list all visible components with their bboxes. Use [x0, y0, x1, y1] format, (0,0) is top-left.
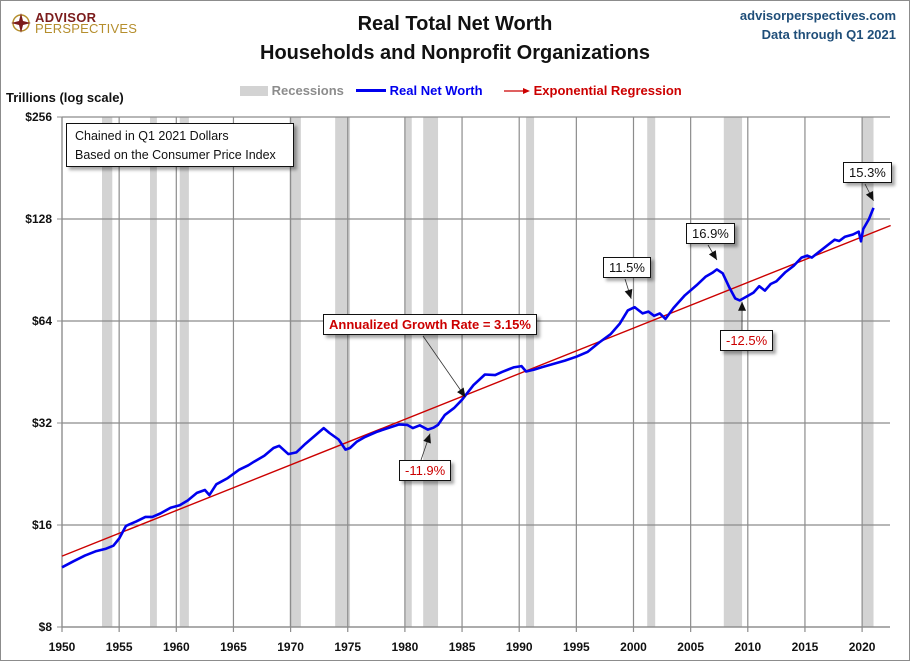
x-tick-label: 1965 — [220, 640, 247, 654]
recession-band — [404, 117, 412, 627]
annotation-leader-line — [422, 335, 466, 398]
real-net-worth-line — [61, 207, 875, 569]
x-tick-label: 2010 — [734, 640, 761, 654]
annotation-label: 11.5% — [603, 257, 651, 278]
chart-subtitle: Households and Nonprofit Organizations — [260, 42, 650, 64]
recession-band — [289, 117, 301, 627]
note-box: Chained in Q1 2021 Dollars Based on the … — [66, 123, 294, 167]
recession-band — [723, 117, 743, 627]
x-tick-label: 1955 — [106, 640, 133, 654]
recession-band — [423, 117, 439, 627]
recession-band — [526, 117, 535, 627]
chart-title: Real Total Net Worth — [357, 13, 553, 35]
compass-rose-icon — [11, 13, 31, 33]
x-tick-label: 1960 — [163, 640, 190, 654]
x-tick-label: 1975 — [334, 640, 361, 654]
legend-swatch-recessions — [240, 85, 268, 96]
arrowhead-icon — [738, 301, 747, 311]
x-tick-label: 1950 — [49, 640, 76, 654]
arrowhead-icon — [708, 250, 717, 261]
legend-item-real-net-worth: Real Net Worth — [356, 83, 483, 98]
legend-label-recessions: Recessions — [271, 83, 344, 98]
legend-item-regression: Exponential Regression — [504, 83, 682, 98]
arrowhead-icon — [423, 433, 431, 444]
x-tick-label: 1990 — [506, 640, 533, 654]
x-tick-label: 2000 — [620, 640, 647, 654]
x-tick-label: 1985 — [449, 640, 476, 654]
arrowhead-icon — [865, 191, 874, 201]
recession-band — [179, 117, 189, 627]
x-tick-label: 1970 — [277, 640, 304, 654]
y-tick-label: $256 — [25, 110, 52, 124]
note-line-2: Based on the Consumer Price Index — [75, 148, 276, 162]
y-tick-label: $8 — [39, 620, 53, 634]
y-tick-label: $16 — [32, 518, 52, 532]
arrowhead-icon — [624, 288, 633, 299]
logo-text-advisor: ADVISOR — [35, 10, 97, 25]
annotation-label: -12.5% — [720, 330, 774, 351]
recession-band — [150, 117, 157, 627]
y-axis-label: Trillions (log scale) — [6, 90, 124, 105]
y-tick-label: $32 — [32, 416, 52, 430]
note-line-1: Chained in Q1 2021 Dollars — [75, 129, 229, 143]
arrowhead-icon — [457, 387, 466, 398]
recession-band — [335, 117, 351, 627]
x-tick-label: 1995 — [563, 640, 590, 654]
y-tick-label: $128 — [25, 212, 52, 226]
recession-band — [102, 117, 113, 627]
legend-swatch-line-icon — [356, 89, 386, 93]
annotation-label: -11.9% — [399, 460, 452, 481]
data-through-label: Data through Q1 2021 — [761, 27, 896, 42]
logo-text-perspectives: PERSPECTIVES — [35, 21, 138, 36]
annotation-label: Annualized Growth Rate = 3.15% — [323, 314, 537, 335]
recession-band — [647, 117, 656, 627]
regression-line — [61, 224, 891, 557]
legend-label-regression: Exponential Regression — [533, 83, 682, 98]
x-tick-label: 1980 — [392, 640, 419, 654]
recession-band — [862, 117, 874, 627]
x-tick-label: 2020 — [849, 640, 876, 654]
arrow-line-icon — [504, 87, 530, 94]
x-tick-label: 2015 — [792, 640, 819, 654]
x-tick-label: 2005 — [677, 640, 704, 654]
legend-item-recessions: Recessions — [240, 83, 344, 98]
site-url: advisorperspectives.com — [739, 8, 896, 23]
annotation-label: 15.3% — [843, 162, 892, 183]
legend-label-real-net-worth: Real Net Worth — [389, 83, 483, 98]
y-tick-label: $64 — [32, 314, 52, 328]
advisor-perspectives-logo: ADVISOR PERSPECTIVES — [10, 10, 140, 36]
annotation-label: 16.9% — [686, 223, 735, 244]
